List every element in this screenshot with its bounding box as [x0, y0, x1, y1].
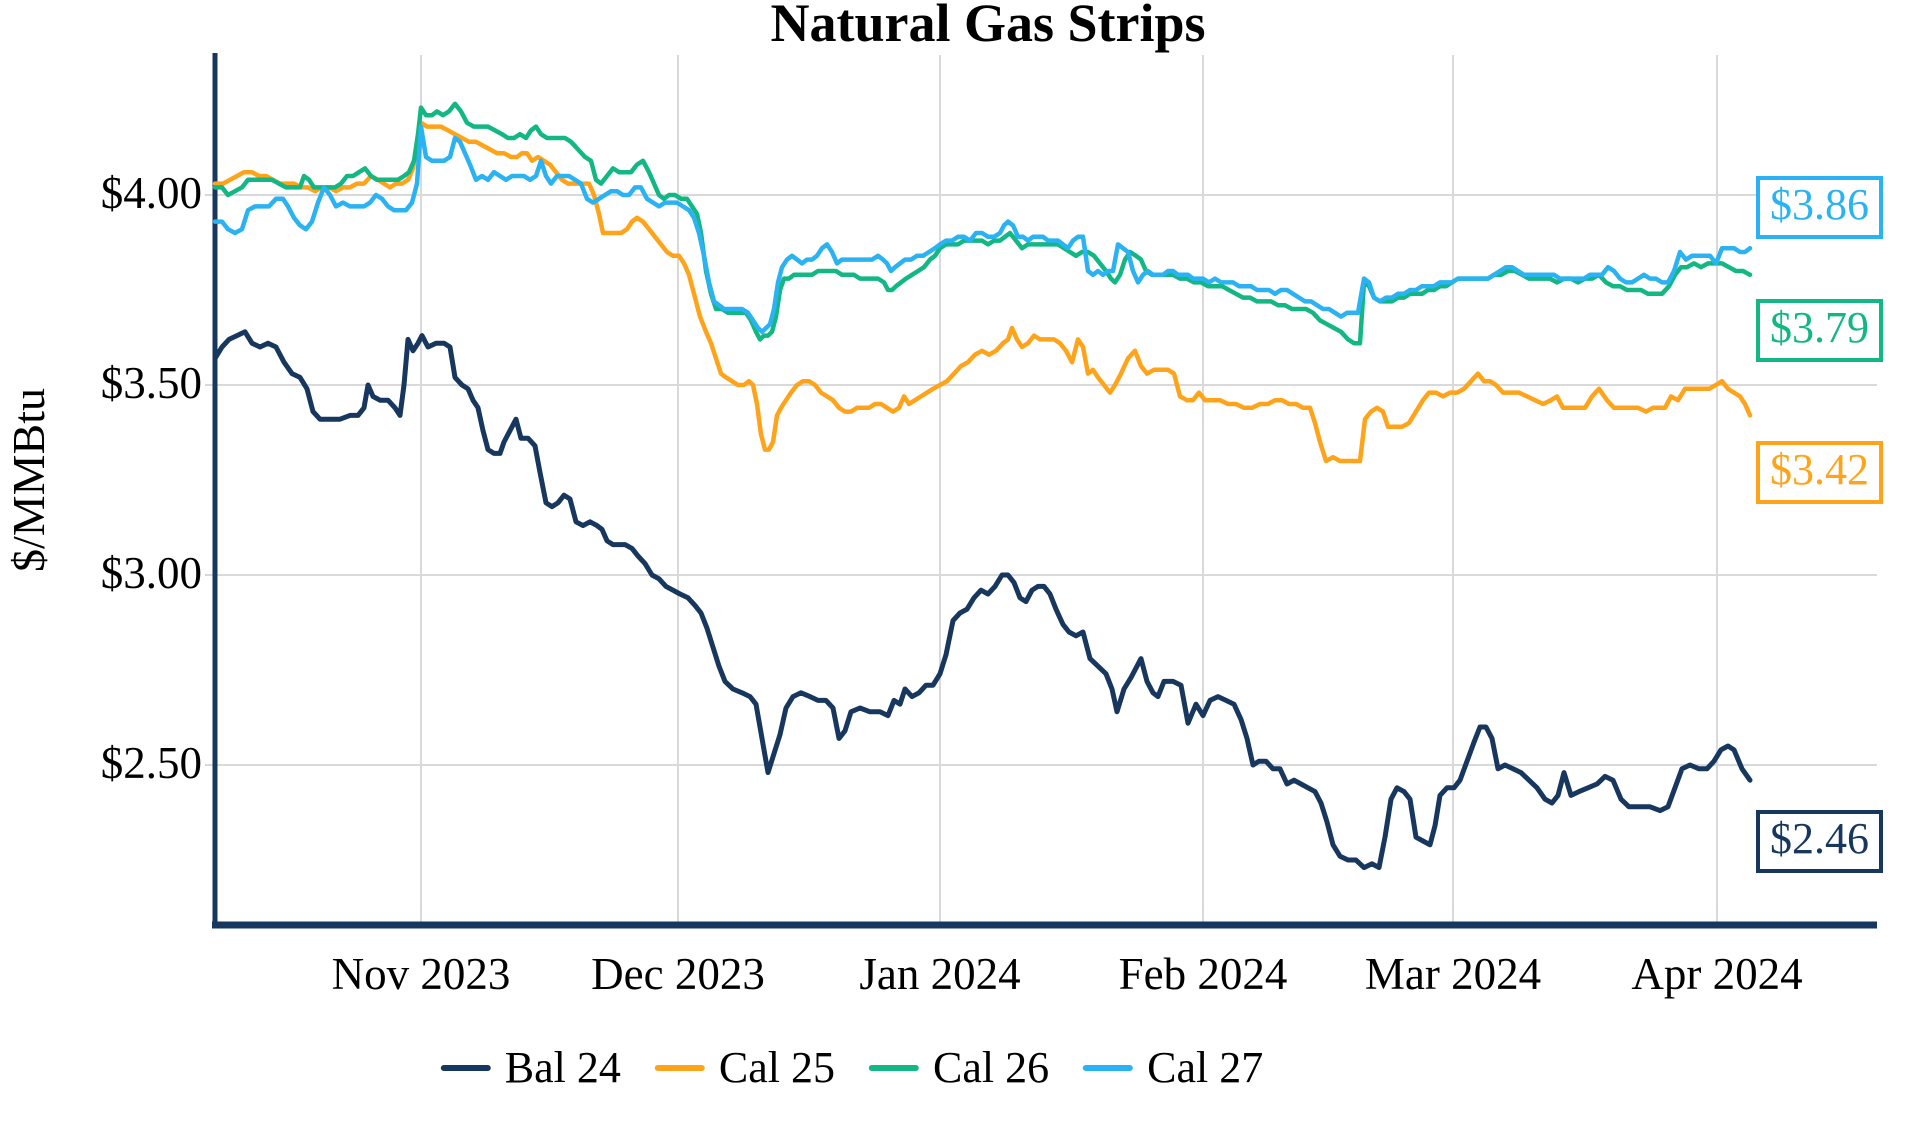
series-line-cal-26	[212, 101, 1753, 346]
end-label-cal-27: $3.86	[1756, 176, 1883, 239]
y-tick-label: $3.00	[100, 548, 202, 598]
series-line-cal-25	[212, 120, 1753, 464]
series-line-cal-27	[212, 124, 1753, 335]
legend-swatch-icon	[654, 1064, 705, 1071]
legend-item-cal-25: Cal 25	[654, 1042, 835, 1093]
y-tick-label: $3.50	[100, 358, 202, 408]
legend-label: Cal 26	[933, 1043, 1050, 1092]
legend-item-bal-24: Bal 24	[440, 1042, 621, 1093]
x-tick-label: Apr 2024	[1631, 949, 1803, 999]
y-tick-label: $2.50	[100, 738, 202, 788]
end-label-bal-24: $2.46	[1756, 810, 1883, 873]
y-axis-title: $/MMBtu	[3, 387, 54, 573]
series-line-bal-24	[212, 329, 1753, 871]
chart-legend: Bal 24 Cal 25 Cal 26 Cal 27	[440, 1042, 1263, 1093]
legend-label: Cal 25	[718, 1043, 835, 1092]
x-tick-label: Feb 2024	[1118, 949, 1288, 999]
y-tick-label: $4.00	[100, 168, 202, 218]
x-tick-label: Nov 2023	[331, 949, 511, 999]
legend-swatch-icon	[440, 1064, 491, 1071]
end-label-cal-25: $3.42	[1756, 441, 1883, 504]
x-tick-label: Mar 2024	[1364, 949, 1542, 999]
chart-title: Natural Gas Strips	[770, 0, 1206, 53]
x-tick-label: Jan 2024	[859, 949, 1021, 999]
legend-swatch-icon	[1083, 1064, 1134, 1071]
end-label-cal-26: $3.79	[1756, 299, 1883, 362]
legend-swatch-icon	[869, 1064, 919, 1071]
legend-item-cal-26: Cal 26	[869, 1042, 1049, 1093]
x-tick-label: Dec 2023	[591, 949, 765, 999]
legend-label: Cal 27	[1147, 1043, 1264, 1092]
legend-label: Bal 24	[504, 1043, 621, 1092]
legend-item-cal-27: Cal 27	[1083, 1042, 1263, 1093]
